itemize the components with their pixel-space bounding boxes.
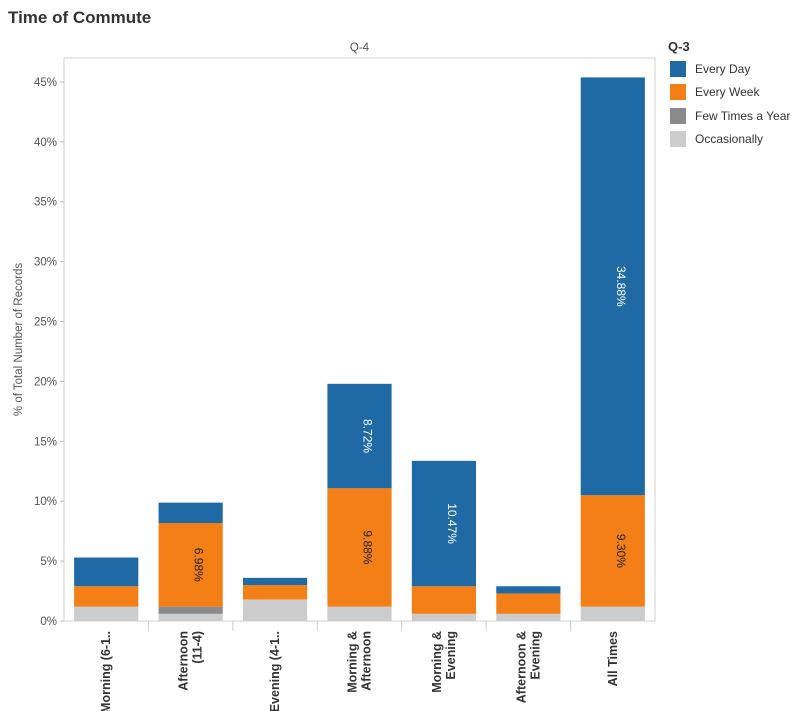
legend-item[interactable]: Few Times a Year [670, 104, 790, 128]
bar-segment [242, 599, 308, 621]
bar-data-label: 9.30% [614, 534, 628, 568]
bar-segment [496, 613, 561, 621]
x-category-label-line: Afternoon & [514, 631, 528, 703]
bar-segment [158, 606, 223, 614]
legend-swatch [670, 107, 686, 124]
y-tick-label: 20% [34, 376, 57, 388]
x-category-label: Afternoon(11-4) [177, 631, 205, 691]
legend-swatch [670, 131, 686, 148]
legend-item[interactable]: Every Day [670, 57, 790, 81]
bar-segment [496, 593, 561, 614]
legend-title: Q-3 [668, 39, 690, 54]
bar-segment [411, 460, 477, 587]
legend: Every Day Every Week Few Times a Year Occas… [670, 57, 790, 151]
x-category-label: Morning (6-1.. [99, 631, 113, 711]
bar-segment [327, 488, 392, 607]
bar-segment [242, 585, 308, 600]
bar-segment [158, 613, 223, 621]
x-category-label-line: Afternoon [177, 631, 191, 691]
x-category-label-line: Evening [528, 631, 542, 680]
x-category-label: Morning &Evening [430, 631, 458, 693]
x-category-label-line: Evening [444, 631, 458, 680]
bar-segment [496, 586, 561, 594]
y-tick-label: 0% [40, 616, 57, 628]
bar-segment [74, 586, 139, 607]
legend-label: Occasionally [695, 132, 764, 147]
bar-segment [580, 606, 645, 621]
y-tick-label: 10% [34, 496, 57, 508]
x-category-label-line: Morning (6-1.. [99, 631, 113, 711]
legend-item[interactable]: Every Week [670, 81, 790, 105]
y-tick-label: 45% [34, 77, 57, 89]
facet-label: Q-4 [350, 42, 370, 54]
bar-segment [242, 577, 308, 586]
bar-segment [74, 606, 139, 621]
bar-segment [158, 502, 223, 524]
x-category-label-line: All Times [606, 631, 620, 686]
legend-label: Few Times a Year [695, 108, 791, 123]
x-category-label-line: Morning & [430, 631, 444, 693]
y-tick-label: 35% [34, 197, 57, 209]
x-category-label-line: Afternoon [360, 631, 374, 691]
bar-segment [327, 606, 392, 621]
bar-data-label: 9.88% [361, 530, 375, 564]
bar-data-label: 10.47% [445, 503, 459, 544]
bar-data-label: 6.98% [192, 548, 206, 582]
bar-segment [411, 586, 477, 614]
y-tick-label: 40% [34, 137, 57, 149]
bar-segment [580, 77, 645, 496]
x-category-label: Morning &Afternoon [346, 631, 374, 693]
x-category-label: All Times [606, 631, 620, 686]
y-axis-title: % of Total Number of Records [13, 263, 25, 416]
bar-segment [158, 523, 223, 607]
x-category-label-line: Evening (4-1.. [268, 631, 282, 711]
bar-segment [580, 495, 645, 607]
bar-segment [411, 613, 477, 621]
x-category-label: Evening (4-1.. [268, 631, 282, 711]
bar-segment [327, 383, 392, 489]
legend-label: Every Week [695, 85, 760, 100]
legend-label: Every Day [695, 61, 751, 76]
legend-swatch [670, 60, 686, 77]
bar-data-label: 8.72% [361, 419, 375, 453]
x-category-label-line: (11-4) [191, 631, 205, 664]
x-category-label: Afternoon &Evening [514, 631, 542, 703]
bar-data-label: 34.88% [614, 266, 628, 307]
y-tick-label: 15% [34, 436, 57, 448]
bar-segment [74, 557, 139, 587]
y-tick-label: 5% [40, 556, 57, 568]
legend-swatch [670, 84, 686, 101]
x-category-label-line: Morning & [346, 631, 360, 693]
chart-title: Time of Commute [8, 8, 152, 27]
y-tick-label: 30% [34, 257, 57, 269]
legend-item[interactable]: Occasionally [670, 128, 790, 152]
y-tick-label: 25% [34, 317, 57, 329]
